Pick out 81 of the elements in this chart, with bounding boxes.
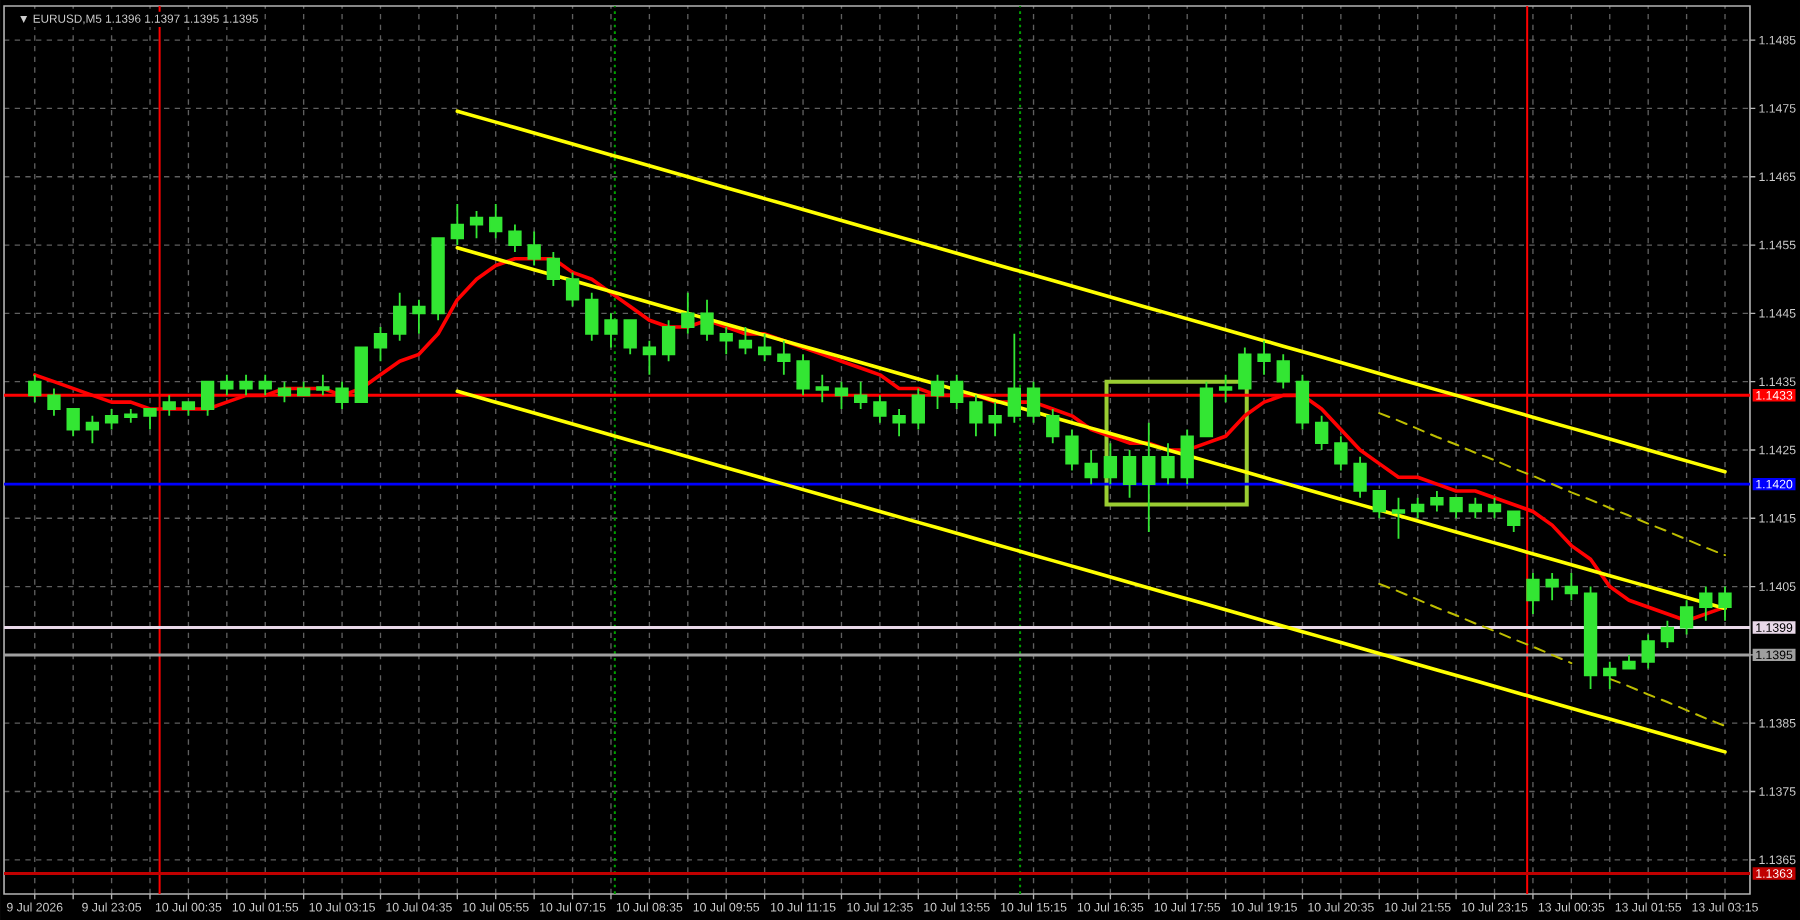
candlestick — [1583, 585, 1598, 690]
candlestick — [296, 380, 311, 397]
candlestick — [777, 339, 791, 376]
candlestick — [1468, 496, 1482, 520]
candlestick — [1699, 585, 1713, 622]
candlestick — [854, 380, 868, 410]
candlestick — [1660, 619, 1675, 649]
candlestick — [47, 387, 61, 417]
candlestick — [911, 387, 925, 431]
candlestick — [162, 394, 176, 417]
candlestick — [489, 203, 503, 240]
candlestick — [1641, 633, 1655, 670]
candlestick — [393, 291, 407, 342]
candlestick — [1411, 496, 1425, 520]
candlestick — [1430, 490, 1444, 513]
candlestick — [1218, 373, 1233, 404]
candlestick — [950, 373, 964, 410]
candlestick — [1603, 660, 1617, 690]
candlestick — [1084, 449, 1098, 486]
candlestick — [661, 319, 676, 363]
candlestick — [412, 298, 426, 335]
candlestick — [623, 319, 637, 356]
candlestick — [1103, 442, 1118, 486]
candlestick — [1276, 353, 1290, 390]
candlestick — [1142, 421, 1156, 533]
candlestick — [719, 326, 733, 356]
candlestick — [527, 230, 541, 267]
candlestick — [143, 408, 157, 431]
candlestick — [1353, 455, 1367, 499]
candlestick — [1718, 585, 1732, 622]
candlestick — [969, 394, 983, 438]
candlestick — [181, 401, 196, 417]
candlestick — [124, 408, 138, 424]
candlestick — [1564, 572, 1579, 602]
candlestick — [450, 203, 464, 246]
candlestick — [1507, 510, 1521, 533]
candlestick — [585, 291, 599, 342]
candlestick — [1295, 373, 1310, 431]
candlestick — [892, 408, 906, 438]
candlestick — [700, 298, 714, 342]
candlestick — [815, 373, 829, 404]
candlestick — [757, 332, 772, 363]
candlestick — [546, 250, 561, 287]
candlestick — [104, 408, 119, 431]
candlestick — [220, 373, 234, 397]
candlestick — [988, 401, 1002, 438]
candlestick — [1065, 428, 1079, 472]
candlestick — [796, 353, 810, 397]
candlestick — [1372, 490, 1386, 520]
candlestick — [354, 346, 368, 404]
candlestick — [508, 223, 522, 253]
candlestick — [1007, 332, 1022, 424]
candlestick — [1199, 380, 1214, 438]
candlestick — [681, 291, 695, 335]
candlestick — [85, 414, 100, 445]
candlestick — [642, 339, 657, 376]
candlestick — [258, 373, 272, 397]
candlestick — [1679, 599, 1694, 636]
candlestick — [431, 237, 445, 322]
candlestick — [1238, 346, 1252, 390]
candlestick — [1314, 414, 1329, 451]
candlestick — [565, 271, 580, 308]
candlestick — [1526, 572, 1540, 615]
candlestick — [1026, 380, 1041, 424]
candlestick — [1545, 572, 1559, 602]
candlestick — [604, 312, 618, 349]
candlestick — [66, 408, 80, 438]
candlestick — [1046, 408, 1060, 445]
candlestick — [1122, 449, 1137, 499]
candlestick — [239, 373, 253, 397]
candlestick — [28, 373, 42, 404]
candlestick — [1334, 435, 1348, 472]
candlestick — [1257, 339, 1271, 376]
candlestick — [1180, 428, 1194, 486]
candlestick — [1161, 442, 1175, 486]
candlestick — [335, 380, 349, 410]
candlestick — [1449, 496, 1463, 520]
candlestick — [1622, 653, 1636, 670]
candlestick — [316, 373, 330, 397]
candlestick — [200, 380, 215, 417]
candlestick — [873, 394, 887, 424]
